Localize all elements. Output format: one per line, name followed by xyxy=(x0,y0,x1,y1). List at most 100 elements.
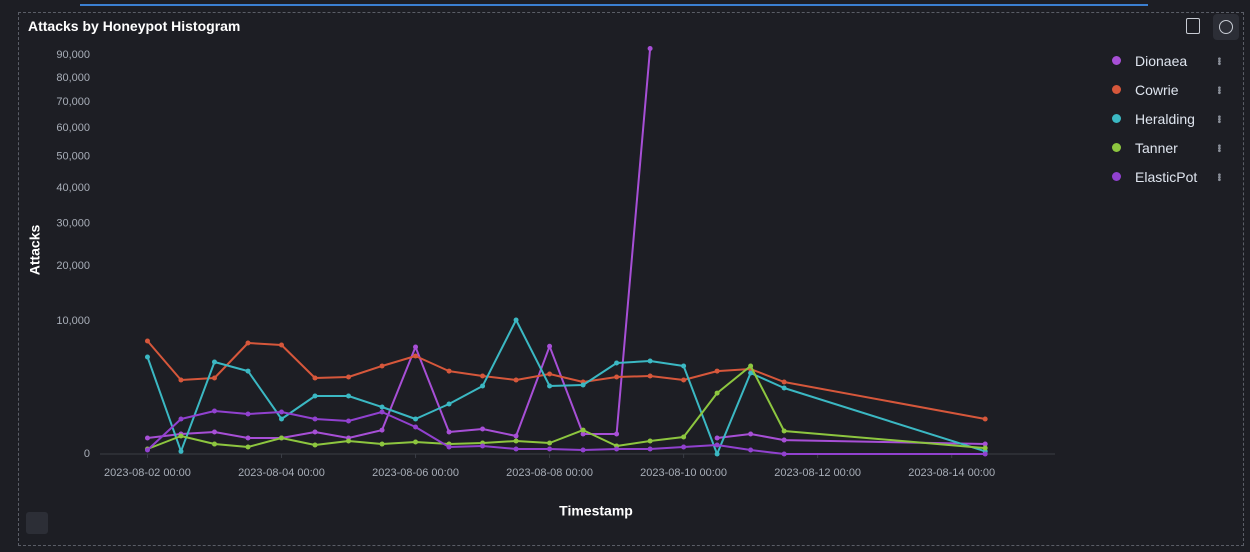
data-point xyxy=(144,338,150,344)
series-line xyxy=(146,319,986,455)
data-point xyxy=(982,416,988,422)
data-point xyxy=(413,416,419,422)
data-point xyxy=(513,438,519,444)
data-point xyxy=(614,446,620,452)
data-point xyxy=(681,377,687,383)
legend-swatch xyxy=(1112,114,1121,123)
legend-label: Cowrie xyxy=(1135,81,1179,98)
data-point xyxy=(178,448,184,454)
data-point xyxy=(312,416,318,422)
data-point xyxy=(647,446,653,452)
data-point xyxy=(178,416,184,422)
legend-menu[interactable]: ••• xyxy=(1213,114,1224,123)
data-point xyxy=(614,360,620,366)
data-point xyxy=(480,373,486,379)
data-point xyxy=(982,441,988,447)
data-point xyxy=(211,359,217,365)
x-tick-label: 2023-08-14 00:00 xyxy=(908,467,995,479)
y-tick-label: 60,000 xyxy=(56,122,90,134)
data-point xyxy=(211,429,217,435)
legend-swatch xyxy=(1112,56,1121,65)
data-point xyxy=(413,424,419,430)
data-point xyxy=(681,434,687,440)
data-point xyxy=(379,404,385,410)
data-point xyxy=(346,374,352,380)
data-point xyxy=(513,433,519,439)
data-point xyxy=(748,431,754,437)
data-point xyxy=(279,416,285,422)
x-tick-label: 2023-08-10 00:00 xyxy=(640,467,727,479)
legend-menu[interactable]: ••• xyxy=(1213,85,1224,94)
data-point xyxy=(781,437,787,443)
data-point xyxy=(781,451,787,457)
data-point xyxy=(480,443,486,449)
legend-item[interactable]: Cowrie ••• xyxy=(1112,75,1232,104)
legend-label: Tanner xyxy=(1135,139,1178,156)
data-point xyxy=(714,435,720,441)
data-point xyxy=(245,340,251,346)
data-point xyxy=(982,445,988,451)
data-point xyxy=(379,409,385,415)
data-point xyxy=(647,373,653,379)
x-tick-label: 2023-08-06 00:00 xyxy=(372,467,459,479)
data-point xyxy=(346,418,352,424)
data-point xyxy=(480,383,486,389)
legend-toggle[interactable] xyxy=(26,512,48,534)
data-point xyxy=(513,317,519,323)
x-axis-title: Timestamp xyxy=(559,503,633,519)
data-point xyxy=(245,435,251,441)
data-point xyxy=(312,393,318,399)
data-point xyxy=(144,447,150,453)
data-point xyxy=(647,438,653,444)
data-point xyxy=(211,408,217,414)
legend-label: ElasticPot xyxy=(1135,168,1198,185)
y-axis-title: Attacks xyxy=(27,225,43,276)
y-tick-label: 40,000 xyxy=(56,182,90,194)
data-point xyxy=(714,442,720,448)
data-point xyxy=(681,444,687,450)
data-point xyxy=(211,441,217,447)
data-point xyxy=(480,426,486,432)
data-point xyxy=(379,441,385,447)
data-point xyxy=(580,447,586,453)
data-point xyxy=(245,444,251,450)
data-point xyxy=(312,375,318,381)
data-point xyxy=(547,446,553,452)
data-point xyxy=(346,438,352,444)
legend-menu[interactable]: ••• xyxy=(1213,56,1224,65)
data-point xyxy=(446,368,452,374)
data-point xyxy=(312,442,318,448)
data-point xyxy=(982,451,988,457)
data-point xyxy=(614,431,620,437)
legend-swatch xyxy=(1112,172,1121,181)
legend-item[interactable]: Dionaea ••• xyxy=(1112,46,1232,75)
save-icon[interactable] xyxy=(1186,18,1200,34)
chart-title: Attacks by Honeypot Histogram xyxy=(28,18,241,34)
data-point xyxy=(446,444,452,450)
data-point xyxy=(513,377,519,383)
data-point xyxy=(681,363,687,369)
x-tick-label: 2023-08-08 00:00 xyxy=(506,467,593,479)
legend-item[interactable]: ElasticPot ••• xyxy=(1112,162,1232,191)
legend-menu[interactable]: ••• xyxy=(1213,143,1224,152)
data-point xyxy=(279,342,285,348)
data-point xyxy=(379,427,385,433)
data-point xyxy=(647,45,653,51)
data-point xyxy=(413,439,419,445)
legend-item[interactable]: Heralding ••• xyxy=(1112,104,1232,133)
y-tick-label: 90,000 xyxy=(56,49,90,61)
data-point xyxy=(446,429,452,435)
y-tick-label: 20,000 xyxy=(56,260,90,272)
y-tick-label: 0 xyxy=(84,448,90,460)
legend-label: Dionaea xyxy=(1135,52,1188,69)
data-point xyxy=(144,354,150,360)
legend-menu[interactable]: ••• xyxy=(1213,172,1224,181)
legend-item[interactable]: Tanner ••• xyxy=(1112,133,1232,162)
data-point xyxy=(379,363,385,369)
data-point xyxy=(211,375,217,381)
panel xyxy=(18,12,1244,546)
data-point xyxy=(279,409,285,415)
series-line xyxy=(147,48,986,445)
data-point xyxy=(513,446,519,452)
